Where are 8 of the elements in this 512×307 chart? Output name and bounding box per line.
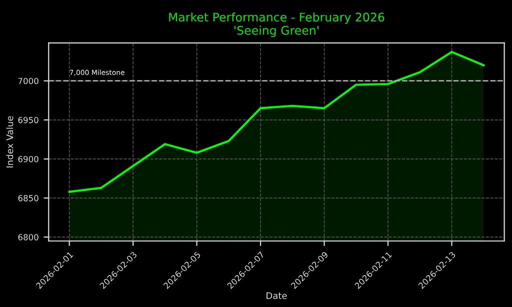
y-tick-label: 6800 bbox=[18, 234, 38, 240]
y-tick-label: 6950 bbox=[18, 116, 38, 124]
y-axis-title: Index Value bbox=[6, 116, 14, 168]
x-axis-title: Date bbox=[266, 292, 287, 300]
chart-title: Market Performance - February 2026 'Seeing Green' bbox=[169, 12, 384, 38]
y-tick-label: 6900 bbox=[18, 156, 38, 162]
y-tick-label: 6850 bbox=[18, 195, 38, 202]
y-tick-label: 7000 bbox=[18, 78, 38, 84]
